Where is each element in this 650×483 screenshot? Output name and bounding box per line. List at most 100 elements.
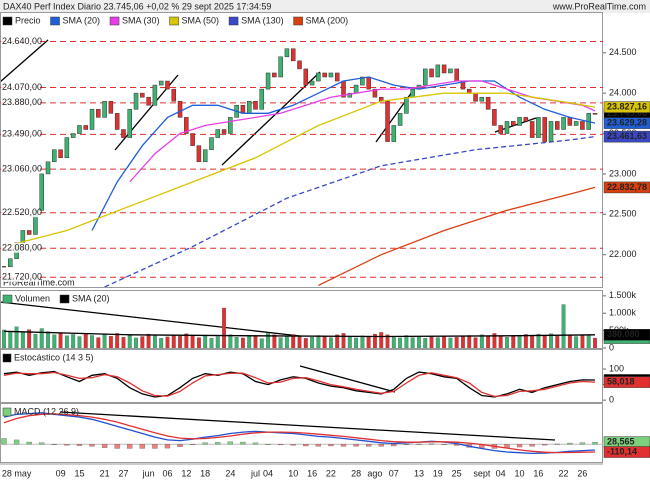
candle-body xyxy=(121,129,126,138)
bar xyxy=(121,337,126,348)
candle-body xyxy=(517,117,522,126)
x-tick-label: jun xyxy=(142,468,155,478)
legend-label: SMA (20) xyxy=(72,293,110,303)
candle-body xyxy=(165,80,170,90)
legend-swatch xyxy=(2,294,13,304)
line-series xyxy=(3,413,596,454)
value-label: 380.080 xyxy=(607,329,640,339)
level-label-bg xyxy=(1,271,39,282)
value-label-box xyxy=(603,101,650,113)
level-label: 24.640,00 xyxy=(2,36,42,46)
bar xyxy=(536,333,541,348)
legend-label: SMA (50) xyxy=(182,15,220,25)
bar xyxy=(96,337,101,348)
level-label: 22.520,00 xyxy=(2,207,42,217)
candle-body xyxy=(353,84,359,94)
candle-body xyxy=(240,105,246,114)
value-label-box xyxy=(603,329,650,341)
bar xyxy=(366,337,371,348)
bar xyxy=(215,442,221,445)
bar xyxy=(442,335,447,348)
candle-body xyxy=(548,121,554,142)
bar xyxy=(523,334,528,348)
bar xyxy=(171,334,176,348)
line-series xyxy=(3,370,596,398)
bar xyxy=(252,442,259,445)
candle-body xyxy=(108,100,114,114)
legend-swatch xyxy=(59,294,70,304)
line-series xyxy=(3,92,596,248)
legend-swatch xyxy=(2,407,12,417)
candle-body xyxy=(529,121,535,138)
bar xyxy=(20,332,25,348)
candle-body xyxy=(209,137,214,150)
x-tick-label: 22 xyxy=(326,468,336,478)
x-tick-label: 10 xyxy=(288,468,298,478)
legend-swatch xyxy=(169,16,179,26)
candle-body xyxy=(536,117,541,138)
bar xyxy=(8,331,13,348)
bar xyxy=(398,337,403,348)
value-label-box xyxy=(603,446,650,458)
candle-body xyxy=(221,129,227,134)
bar xyxy=(574,336,579,348)
candle-body xyxy=(64,137,70,159)
trend-line xyxy=(0,39,49,83)
bar xyxy=(189,444,196,445)
value-label-box xyxy=(603,376,650,388)
y-tick-label: 0 xyxy=(609,342,614,352)
candle-body xyxy=(133,92,139,110)
bar xyxy=(567,442,573,445)
candle-body xyxy=(485,96,491,110)
x-tick-label: ago xyxy=(367,468,382,478)
bar xyxy=(127,444,133,449)
level-label-bg xyxy=(1,207,39,218)
candle-body xyxy=(404,96,409,114)
bar xyxy=(177,444,183,447)
candle-body xyxy=(146,96,151,106)
y-tick-label: 100 xyxy=(609,363,624,373)
bar xyxy=(366,444,372,447)
bar xyxy=(555,336,560,348)
bar xyxy=(435,337,440,348)
line-series xyxy=(3,330,596,338)
legend-label: SMA (200) xyxy=(306,15,349,25)
header-title: DAX40 Perf Index Diario 23.745,06 +0,02 … xyxy=(3,1,271,11)
bar xyxy=(554,443,560,445)
y-tick-label: 1.500k xyxy=(609,290,637,300)
candle-body xyxy=(580,121,585,130)
bar xyxy=(108,336,113,348)
bar xyxy=(448,337,453,348)
bar xyxy=(203,335,208,348)
bar xyxy=(134,337,138,348)
bar xyxy=(240,441,246,445)
x-tick-label: 22 xyxy=(559,468,569,478)
candle-body xyxy=(316,72,321,82)
value-label: 23.827,16 xyxy=(607,101,647,111)
plot-area xyxy=(2,304,597,348)
bar xyxy=(542,444,548,446)
x-tick-label: 04 xyxy=(263,468,273,478)
header-bar xyxy=(0,0,650,13)
bar xyxy=(335,334,340,348)
bar xyxy=(461,336,465,348)
bar xyxy=(579,442,586,445)
x-tick-label: 27 xyxy=(118,468,128,478)
x-tick-label: 19 xyxy=(433,468,443,478)
y-tick-label: 1.000k xyxy=(609,308,637,318)
legend-swatch xyxy=(50,16,60,26)
value-label: 23.461,63 xyxy=(607,131,647,141)
bar xyxy=(101,444,108,448)
bar xyxy=(498,335,503,348)
level-label-bg xyxy=(1,97,39,108)
candle-body xyxy=(20,230,26,243)
bar xyxy=(372,333,377,348)
bar xyxy=(310,337,315,348)
candle-body xyxy=(253,100,258,110)
level-label: 21.720,00 xyxy=(2,272,42,282)
legend-label: SMA (130) xyxy=(241,15,284,25)
bar xyxy=(52,334,57,348)
value-label: 23.745,06 xyxy=(607,108,647,118)
x-tick-label: 28 xyxy=(351,468,361,478)
